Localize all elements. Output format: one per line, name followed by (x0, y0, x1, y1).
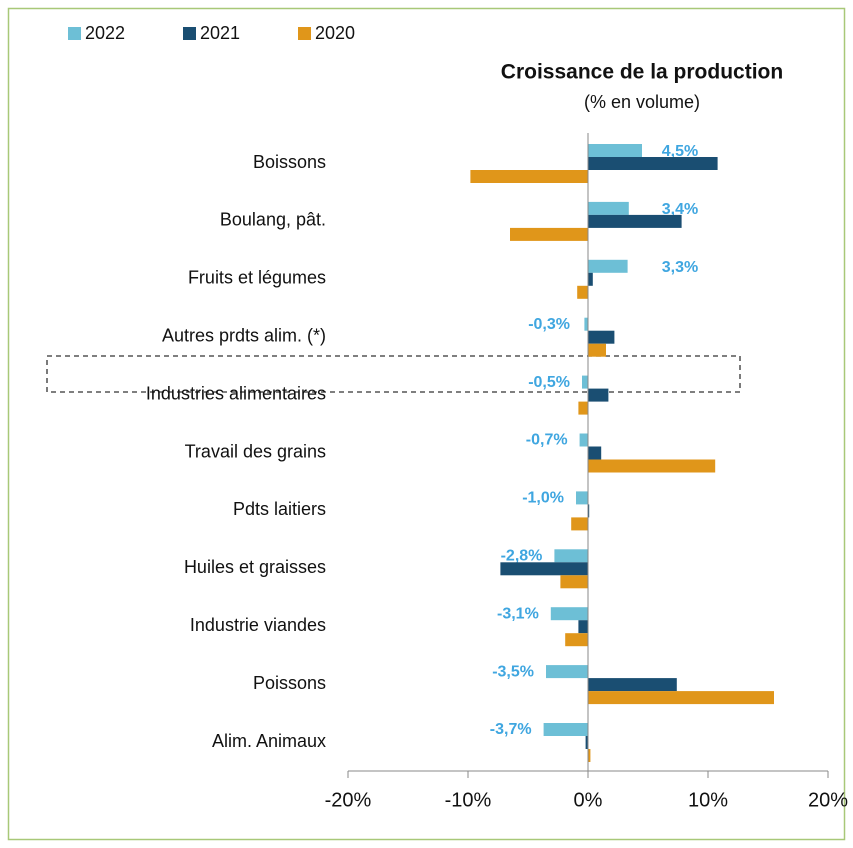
x-tick-label: 0% (574, 789, 603, 811)
bar (554, 549, 588, 563)
value-label: -3,5% (492, 663, 534, 680)
bar (470, 170, 588, 183)
bar (588, 343, 606, 357)
y-tick-label: Industries alimentaires (146, 383, 326, 403)
chart-frame (7, 7, 846, 841)
bar (550, 607, 588, 621)
bar (588, 504, 590, 518)
x-tick-label: -10% (445, 789, 492, 811)
legend-label: 2021 (200, 23, 240, 43)
bar (571, 517, 588, 531)
value-label: -0,3% (528, 316, 570, 333)
y-tick-label: Boulang, pât. (220, 210, 326, 230)
y-tick-label: Fruits et légumes (188, 268, 326, 288)
y-tick-label: Autres prdts alim. (*) (162, 325, 326, 345)
value-label: 4,5% (662, 143, 698, 160)
highlight-box (46, 355, 741, 393)
bar (588, 330, 615, 344)
y-tick-label: Industrie viandes (190, 615, 326, 635)
bar (588, 144, 642, 157)
bar (510, 227, 588, 241)
bar (588, 691, 774, 705)
y-tick-label: Alim. Animaux (212, 731, 326, 751)
bar (588, 259, 628, 273)
y-tick-label: Boissons (253, 152, 326, 172)
bar (588, 749, 591, 762)
value-label: 3,3% (662, 259, 698, 276)
bar (578, 620, 588, 634)
y-tick-label: Poissons (253, 673, 326, 693)
value-label: -0,5% (528, 374, 570, 391)
bar (565, 633, 588, 647)
bar (543, 723, 588, 736)
bar (576, 491, 588, 505)
legend-swatch (298, 27, 311, 40)
x-tick-label: 20% (808, 789, 848, 811)
bar (578, 401, 588, 415)
bar (582, 375, 588, 389)
value-label: -1,0% (522, 490, 564, 507)
y-tick-label: Travail des grains (185, 441, 326, 461)
bar (588, 388, 609, 402)
legend-swatch (68, 27, 81, 40)
value-label: 3,4% (662, 201, 698, 218)
x-tick-label: -20% (325, 789, 372, 811)
value-label: -2,8% (501, 548, 543, 565)
y-tick-label: Pdts laitiers (233, 499, 326, 519)
bar (560, 575, 588, 589)
bar (584, 317, 588, 331)
bar (588, 678, 677, 692)
bar (579, 433, 588, 447)
value-label: -3,7% (490, 721, 532, 738)
value-label: -0,7% (526, 432, 568, 449)
bar (577, 285, 588, 299)
bar (588, 157, 718, 170)
chart-subtitle: (% en volume) (584, 92, 700, 112)
legend-label: 2020 (315, 23, 355, 43)
bar (588, 214, 682, 228)
legend-label: 2022 (85, 23, 125, 43)
bar (588, 201, 629, 215)
legend-swatch (183, 27, 196, 40)
bar (585, 736, 588, 749)
bar (500, 562, 588, 576)
bar (588, 446, 602, 460)
bar (546, 665, 588, 679)
bar (588, 459, 716, 473)
value-label: -3,1% (497, 605, 539, 622)
chart-title: Croissance de la production (501, 61, 783, 84)
x-tick-label: 10% (688, 789, 728, 811)
y-tick-label: Huiles et graisses (184, 557, 326, 577)
bar (588, 272, 593, 286)
